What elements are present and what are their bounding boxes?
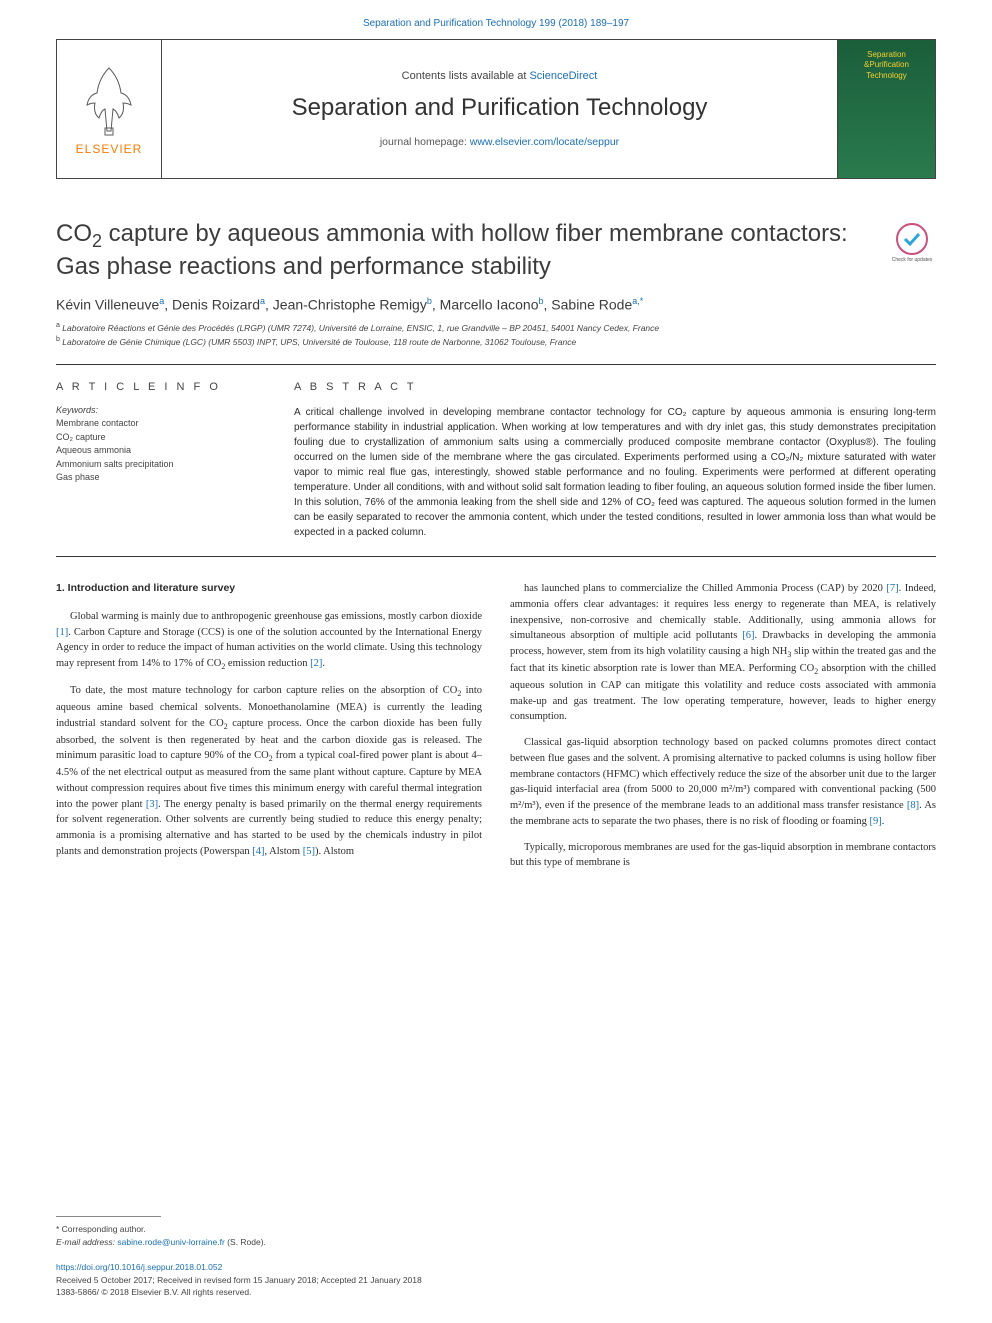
body-columns: 1. Introduction and literature survey Gl… xyxy=(56,581,936,881)
keyword: Membrane contactor xyxy=(56,417,266,431)
journal-name: Separation and Purification Technology xyxy=(292,94,708,122)
abstract-head: A B S T R A C T xyxy=(294,381,936,393)
section-heading: 1. Introduction and literature survey xyxy=(56,581,482,597)
affiliations: a Laboratoire Réactions et Génie des Pro… xyxy=(56,321,936,348)
elsevier-logo[interactable]: ELSEVIER xyxy=(57,40,162,178)
journal-ref-link[interactable]: Separation and Purification Technology 1… xyxy=(0,0,992,39)
cover-title: Separation &Purification Technology xyxy=(864,50,909,81)
elsevier-tree-icon xyxy=(79,63,139,138)
elsevier-text: ELSEVIER xyxy=(76,142,143,156)
check-updates-badge[interactable]: Check for updates xyxy=(888,219,936,267)
article-header: CO2 capture by aqueous ammonia with holl… xyxy=(56,219,936,348)
article-title: CO2 capture by aqueous ammonia with holl… xyxy=(56,219,868,282)
keywords-head: Keywords: xyxy=(56,405,266,415)
journal-homepage: journal homepage: www.elsevier.com/locat… xyxy=(380,136,619,148)
article-info: A R T I C L E I N F O Keywords: Membrane… xyxy=(56,381,266,540)
paragraph: has launched plans to commercialize the … xyxy=(510,581,936,725)
homepage-link[interactable]: www.elsevier.com/locate/seppur xyxy=(470,136,619,148)
divider xyxy=(56,364,936,365)
info-abstract-row: A R T I C L E I N F O Keywords: Membrane… xyxy=(56,381,936,540)
svg-text:Check for updates: Check for updates xyxy=(892,257,933,263)
journal-cover[interactable]: Separation &Purification Technology xyxy=(837,40,935,178)
paragraph: Typically, microporous membranes are use… xyxy=(510,840,936,872)
article-info-head: A R T I C L E I N F O xyxy=(56,381,266,393)
keyword: Ammonium salts precipitation xyxy=(56,458,266,472)
affiliation: a Laboratoire Réactions et Génie des Pro… xyxy=(56,321,936,335)
doi-link[interactable]: https://doi.org/10.1016/j.seppur.2018.01… xyxy=(56,1261,936,1274)
left-column: 1. Introduction and literature survey Gl… xyxy=(56,581,482,881)
authors: Kévin Villeneuvea, Denis Roizarda, Jean-… xyxy=(56,296,936,313)
corresponding-author: * Corresponding author. xyxy=(56,1223,936,1236)
email-line: E-mail address: sabine.rode@univ-lorrain… xyxy=(56,1236,936,1249)
header-center: Contents lists available at ScienceDirec… xyxy=(162,40,837,178)
paragraph: Global warming is mainly due to anthropo… xyxy=(56,609,482,673)
keywords-list: Membrane contactorCO₂ captureAqueous amm… xyxy=(56,417,266,485)
journal-header: ELSEVIER Contents lists available at Sci… xyxy=(56,39,936,179)
sciencedirect-link[interactable]: ScienceDirect xyxy=(529,70,597,82)
abstract: A B S T R A C T A critical challenge inv… xyxy=(294,381,936,540)
keyword: CO₂ capture xyxy=(56,431,266,445)
divider xyxy=(56,556,936,557)
keyword: Gas phase xyxy=(56,471,266,485)
abstract-text: A critical challenge involved in develop… xyxy=(294,405,936,540)
keyword: Aqueous ammonia xyxy=(56,444,266,458)
footer: * Corresponding author. E-mail address: … xyxy=(56,1216,936,1299)
affiliation: b Laboratoire de Génie Chimique (LGC) (U… xyxy=(56,335,936,349)
paragraph: Classical gas-liquid absorption technolo… xyxy=(510,735,936,830)
received-line: Received 5 October 2017; Received in rev… xyxy=(56,1274,936,1287)
right-column: has launched plans to commercialize the … xyxy=(510,581,936,881)
contents-prefix: Contents lists available at xyxy=(402,70,530,82)
copyright-line: 1383-5866/ © 2018 Elsevier B.V. All righ… xyxy=(56,1286,936,1299)
paragraph: To date, the most mature technology for … xyxy=(56,683,482,860)
homepage-prefix: journal homepage: xyxy=(380,136,470,148)
contents-line: Contents lists available at ScienceDirec… xyxy=(402,70,598,82)
corr-email-link[interactable]: sabine.rode@univ-lorraine.fr xyxy=(117,1237,224,1247)
